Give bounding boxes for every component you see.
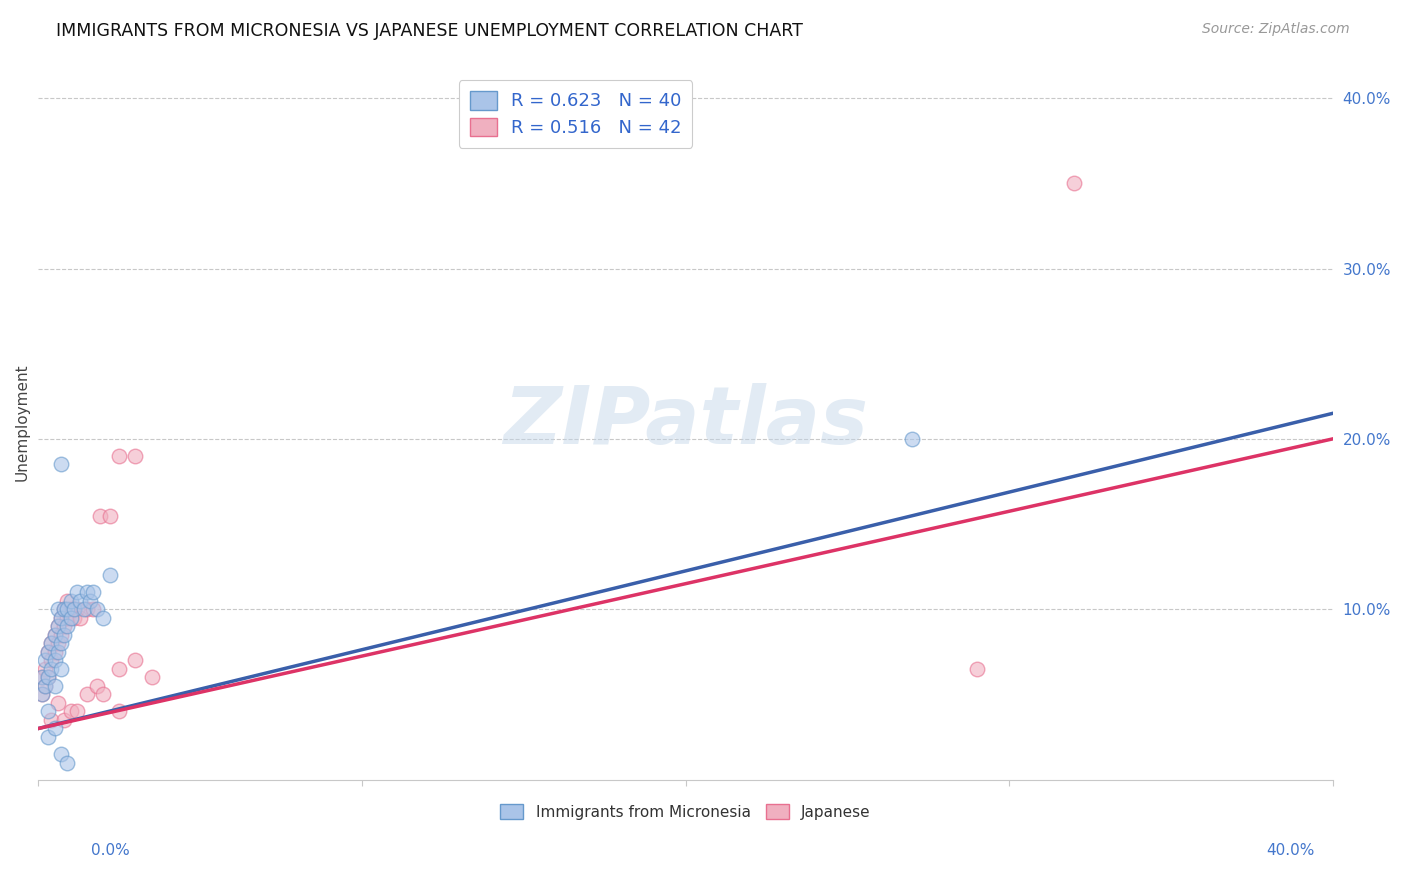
Point bbox=[53, 602, 76, 616]
Point bbox=[34, 679, 56, 693]
Point bbox=[37, 670, 59, 684]
Point bbox=[49, 636, 72, 650]
Point bbox=[37, 645, 59, 659]
Point bbox=[44, 628, 66, 642]
Point bbox=[59, 602, 82, 616]
Point bbox=[76, 687, 98, 701]
Point bbox=[53, 602, 76, 616]
Point bbox=[39, 636, 62, 650]
Point bbox=[46, 619, 69, 633]
Point bbox=[46, 636, 69, 650]
Point bbox=[44, 653, 66, 667]
Text: IMMIGRANTS FROM MICRONESIA VS JAPANESE UNEMPLOYMENT CORRELATION CHART: IMMIGRANTS FROM MICRONESIA VS JAPANESE U… bbox=[56, 22, 803, 40]
Point bbox=[44, 722, 66, 736]
Point bbox=[76, 585, 98, 599]
Point bbox=[56, 619, 79, 633]
Point bbox=[39, 713, 62, 727]
Point bbox=[1063, 177, 1085, 191]
Legend: Immigrants from Micronesia, Japanese: Immigrants from Micronesia, Japanese bbox=[495, 797, 877, 826]
Point bbox=[82, 602, 104, 616]
Point bbox=[39, 636, 62, 650]
Point bbox=[46, 696, 69, 710]
Point bbox=[31, 670, 53, 684]
Point bbox=[124, 653, 146, 667]
Text: 40.0%: 40.0% bbox=[1267, 843, 1315, 858]
Point bbox=[37, 705, 59, 719]
Point bbox=[53, 713, 76, 727]
Point bbox=[66, 705, 89, 719]
Point bbox=[108, 705, 131, 719]
Point bbox=[66, 602, 89, 616]
Point bbox=[124, 449, 146, 463]
Point bbox=[79, 593, 101, 607]
Point bbox=[53, 628, 76, 642]
Point bbox=[108, 449, 131, 463]
Point bbox=[37, 670, 59, 684]
Point bbox=[34, 662, 56, 676]
Point bbox=[108, 662, 131, 676]
Point bbox=[39, 662, 62, 676]
Point bbox=[49, 611, 72, 625]
Point bbox=[46, 602, 69, 616]
Point bbox=[37, 645, 59, 659]
Point bbox=[141, 670, 163, 684]
Point bbox=[69, 611, 91, 625]
Point bbox=[91, 687, 114, 701]
Point bbox=[31, 687, 53, 701]
Point bbox=[63, 611, 86, 625]
Point bbox=[59, 611, 82, 625]
Point bbox=[49, 628, 72, 642]
Point bbox=[49, 458, 72, 472]
Text: Source: ZipAtlas.com: Source: ZipAtlas.com bbox=[1202, 22, 1350, 37]
Point bbox=[66, 585, 89, 599]
Point bbox=[53, 619, 76, 633]
Point bbox=[901, 432, 924, 446]
Point bbox=[86, 679, 108, 693]
Point bbox=[39, 653, 62, 667]
Point bbox=[63, 602, 86, 616]
Text: 0.0%: 0.0% bbox=[91, 843, 131, 858]
Point bbox=[76, 602, 98, 616]
Point bbox=[86, 602, 108, 616]
Point bbox=[34, 653, 56, 667]
Point bbox=[98, 508, 121, 523]
Point bbox=[82, 585, 104, 599]
Point bbox=[37, 730, 59, 744]
Point bbox=[59, 593, 82, 607]
Point bbox=[56, 756, 79, 770]
Point bbox=[46, 619, 69, 633]
Point bbox=[98, 568, 121, 582]
Point bbox=[69, 593, 91, 607]
Point bbox=[34, 679, 56, 693]
Point bbox=[49, 611, 72, 625]
Y-axis label: Unemployment: Unemployment bbox=[15, 363, 30, 481]
Text: ZIPatlas: ZIPatlas bbox=[503, 383, 868, 461]
Point bbox=[46, 645, 69, 659]
Point bbox=[31, 687, 53, 701]
Point bbox=[89, 508, 111, 523]
Point bbox=[59, 705, 82, 719]
Point bbox=[44, 679, 66, 693]
Point bbox=[44, 645, 66, 659]
Point bbox=[31, 670, 53, 684]
Point bbox=[56, 593, 79, 607]
Point bbox=[49, 747, 72, 761]
Point bbox=[44, 628, 66, 642]
Point bbox=[966, 662, 988, 676]
Point bbox=[72, 602, 94, 616]
Point bbox=[56, 602, 79, 616]
Point bbox=[56, 611, 79, 625]
Point bbox=[91, 611, 114, 625]
Point bbox=[49, 662, 72, 676]
